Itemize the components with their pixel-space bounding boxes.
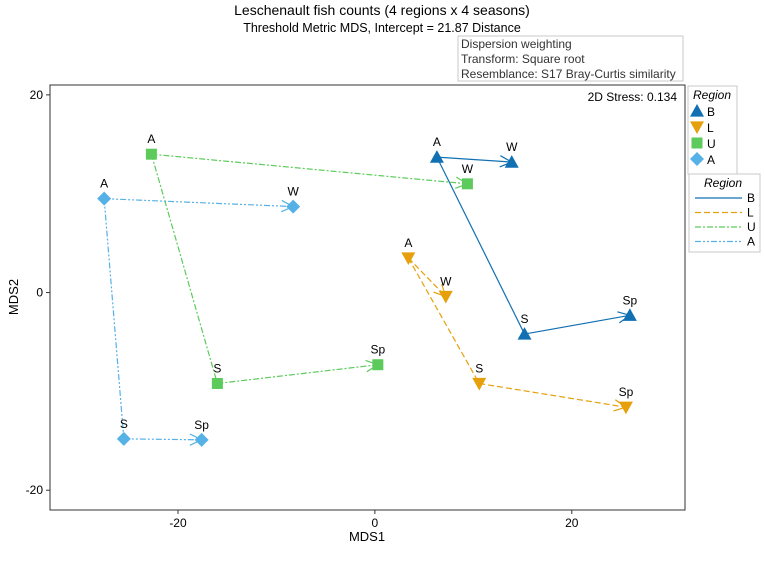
y-tick-label: -20: [26, 483, 44, 497]
data-point: [461, 178, 473, 190]
legend-label: U: [707, 137, 716, 151]
point-label: S: [521, 312, 529, 326]
legend-label: L: [747, 206, 754, 220]
data-point: [517, 327, 532, 340]
trajectory-segment: [151, 153, 468, 185]
trajectory-segment: [479, 382, 627, 408]
trajectory-segment: [436, 156, 512, 163]
x-tick-label: -20: [169, 516, 187, 530]
info-line: Resemblance: S17 Bray-Curtis similarity: [461, 67, 676, 81]
data-point: [116, 431, 131, 446]
data-point: [504, 155, 519, 168]
legend-label: L: [707, 121, 714, 135]
point-label: W: [288, 185, 300, 199]
chart-subtitle: Threshold Metric MDS, Intercept = 21.87 …: [243, 21, 521, 35]
data-point: [97, 191, 112, 206]
trajectory-segment: [103, 198, 125, 439]
x-tick-label: 0: [372, 516, 379, 530]
legend-label: U: [747, 220, 756, 234]
data-point: [145, 148, 157, 160]
data-point: [438, 290, 453, 304]
point-label: S: [475, 361, 483, 375]
legend-marker: [690, 104, 704, 117]
data-point: [372, 359, 384, 371]
legend-marker: [691, 137, 703, 149]
legend-marker: [690, 121, 704, 134]
data-point: [618, 401, 633, 415]
data-point: [194, 432, 209, 447]
legend-marker: [690, 152, 704, 166]
point-label: S: [213, 361, 221, 375]
legend-label: B: [747, 191, 755, 205]
point-label: A: [433, 135, 441, 149]
data-point: [472, 377, 487, 391]
chart-title: Leschenault fish counts (4 regions x 4 s…: [234, 2, 530, 18]
point-label: W: [506, 140, 518, 154]
y-axis-label: MDS2: [6, 279, 21, 315]
point-label: W: [462, 162, 474, 176]
data-point: [429, 150, 444, 163]
point-label: W: [440, 275, 452, 289]
info-line: Dispersion weighting: [461, 37, 572, 51]
legend-label: A: [747, 235, 755, 249]
data-point: [401, 252, 416, 265]
point-label: Sp: [619, 385, 634, 399]
plot-area: [49, 84, 686, 511]
y-tick-label: 20: [30, 88, 44, 102]
data-point: [622, 308, 637, 321]
point-label: Sp: [623, 293, 638, 307]
x-axis-label: MDS1: [349, 529, 385, 544]
point-label: S: [120, 417, 128, 431]
x-tick-label: 20: [565, 516, 579, 530]
data-point: [211, 377, 223, 389]
legend-label: B: [707, 105, 715, 119]
y-tick-label: 0: [36, 286, 43, 300]
point-label: Sp: [194, 418, 209, 432]
info-line: Transform: Square root: [461, 52, 585, 66]
trajectory-segment: [150, 154, 218, 384]
trajectory-segment: [524, 314, 630, 335]
stress-label: 2D Stress: 0.134: [588, 90, 678, 104]
trajectory-segment: [436, 156, 526, 335]
point-label: A: [404, 236, 412, 250]
point-label: A: [100, 177, 108, 191]
info-box: [457, 35, 684, 82]
trajectory-segment: [104, 198, 294, 208]
legend-title: Region: [693, 88, 731, 102]
point-label: A: [147, 132, 155, 146]
trajectory-segment: [123, 438, 202, 441]
point-label: Sp: [370, 343, 385, 357]
trajectory-segment: [407, 257, 480, 384]
data-point: [286, 199, 301, 214]
legend-label: A: [707, 153, 715, 167]
trajectory-segment: [217, 364, 378, 385]
legend-title: Region: [704, 176, 742, 190]
